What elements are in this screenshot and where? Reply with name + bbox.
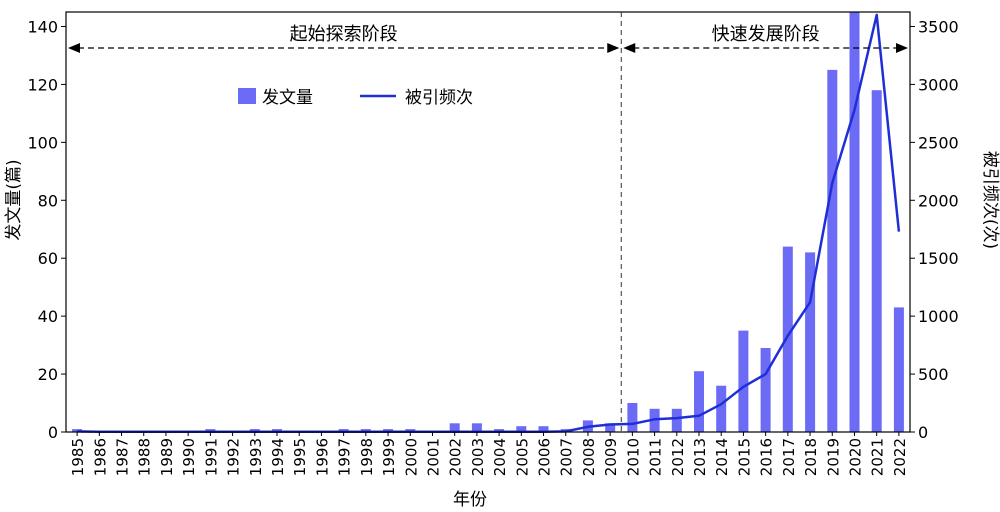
left-tick-label: 0 (48, 423, 58, 442)
bar-2012 (671, 408, 682, 432)
x-tick-label: 1993 (247, 438, 265, 476)
bar-2003 (471, 423, 482, 432)
left-tick-label: 40 (38, 307, 58, 326)
x-tick-label: 2013 (691, 438, 709, 476)
x-tick-label: 1988 (136, 438, 154, 476)
x-tick-label: 2010 (624, 438, 642, 476)
stage-2-arrow-left-head (623, 43, 636, 53)
left-tick-label: 140 (27, 17, 58, 36)
x-tick-label: 1995 (291, 438, 309, 476)
x-tick-label: 2011 (647, 438, 665, 476)
bar-2009 (605, 423, 616, 432)
x-tick-label: 2009 (602, 438, 620, 476)
x-tick-label: 1991 (202, 438, 220, 476)
bar-2014 (716, 385, 727, 432)
legend-bar-label: 发文量 (262, 88, 313, 108)
x-tick-label: 2021 (869, 438, 887, 476)
bar-2005 (516, 426, 527, 432)
right-tick-label: 0 (918, 423, 928, 442)
right-tick-label: 2500 (918, 133, 959, 152)
x-tick-label: 1985 (69, 438, 87, 476)
left-tick-label: 100 (27, 133, 58, 152)
x-tick-label: 2016 (758, 438, 776, 476)
right-axis-title: 被引频次(次) (980, 151, 1000, 249)
left-tick-label: 60 (38, 249, 58, 268)
legend: 发文量 被引频次 (238, 88, 473, 108)
x-tick-label: 2008 (580, 438, 598, 476)
x-axis-title: 年份 (453, 490, 487, 510)
left-tick-label: 80 (38, 191, 58, 210)
bar-2017 (782, 246, 793, 432)
bar-2020 (849, 12, 860, 432)
x-tick-label: 2004 (491, 438, 509, 476)
stage-2-arrow-right-head (896, 43, 908, 53)
x-tick-label: 2002 (447, 438, 465, 476)
x-tick-label: 2000 (402, 438, 420, 476)
x-tick-label: 1996 (313, 438, 331, 476)
bar-2018 (805, 252, 816, 432)
x-tick-label: 1986 (91, 438, 109, 476)
bars-group (72, 12, 904, 433)
x-tick-label: 1990 (180, 438, 198, 476)
x-tick-label: 2003 (469, 438, 487, 476)
bar-1985 (72, 429, 83, 432)
x-tick-label: 2005 (513, 438, 531, 476)
x-tick-label: 2015 (735, 438, 753, 476)
line-group (77, 13, 901, 433)
x-tick-label: 2019 (824, 438, 842, 476)
bar-2022 (893, 307, 904, 432)
x-tick-label: 1992 (225, 438, 243, 476)
stage-1-label: 起始探索阶段 (290, 24, 398, 45)
plot-frame (65, 11, 911, 433)
right-tick-label: 2000 (918, 191, 959, 210)
left-tick-label: 20 (38, 365, 58, 384)
x-tick-label: 1997 (336, 438, 354, 476)
bar-2016 (760, 348, 771, 432)
stage-1-arrow-left-head (68, 43, 80, 53)
bar-2015 (738, 330, 749, 432)
x-tick-label: 1999 (380, 438, 398, 476)
x-tick-label: 2014 (713, 438, 731, 476)
bar-2013 (694, 371, 704, 432)
right-tick-label: 3000 (918, 75, 959, 94)
x-tick-label: 2017 (780, 438, 798, 476)
x-tick-label: 2006 (536, 438, 554, 476)
bar-2019 (827, 69, 838, 433)
right-tick-label: 500 (918, 365, 949, 384)
x-tick-label: 2007 (558, 438, 576, 476)
x-tick-label: 2001 (425, 438, 443, 476)
right-tick-label: 1500 (918, 249, 959, 268)
citations-line (77, 13, 901, 433)
bar-2021 (871, 90, 882, 432)
left-tick-label: 120 (27, 75, 58, 94)
bar-2006 (538, 426, 549, 432)
bar-2002 (449, 423, 460, 432)
x-tick-label: 2022 (891, 438, 909, 476)
stage-2-label: 快速发展阶段 (712, 24, 820, 45)
x-tick-label: 1989 (158, 438, 176, 476)
x-tick-label: 1998 (358, 438, 376, 476)
legend-bar-swatch (238, 88, 256, 104)
x-tick-label: 2020 (847, 438, 865, 476)
bar-2010 (627, 403, 638, 432)
stage-1-arrow-right-head (607, 43, 620, 53)
x-tick-label: 1987 (114, 438, 132, 476)
x-tick-label: 1994 (269, 438, 287, 476)
axes-group: 0 20 40 60 80 100 120 140 0 500 1000 1500 2000 2500 30… (27, 11, 959, 476)
right-tick-label: 1000 (918, 307, 959, 326)
right-tick-label: 3500 (918, 17, 959, 36)
annotations-group: 起始探索阶段 快速发展阶段 (68, 12, 908, 432)
x-tick-label: 2012 (669, 438, 687, 476)
x-tick-label: 2018 (802, 438, 820, 476)
legend-line-label: 被引频次 (405, 88, 473, 108)
left-axis-title: 发文量(篇) (4, 159, 24, 240)
